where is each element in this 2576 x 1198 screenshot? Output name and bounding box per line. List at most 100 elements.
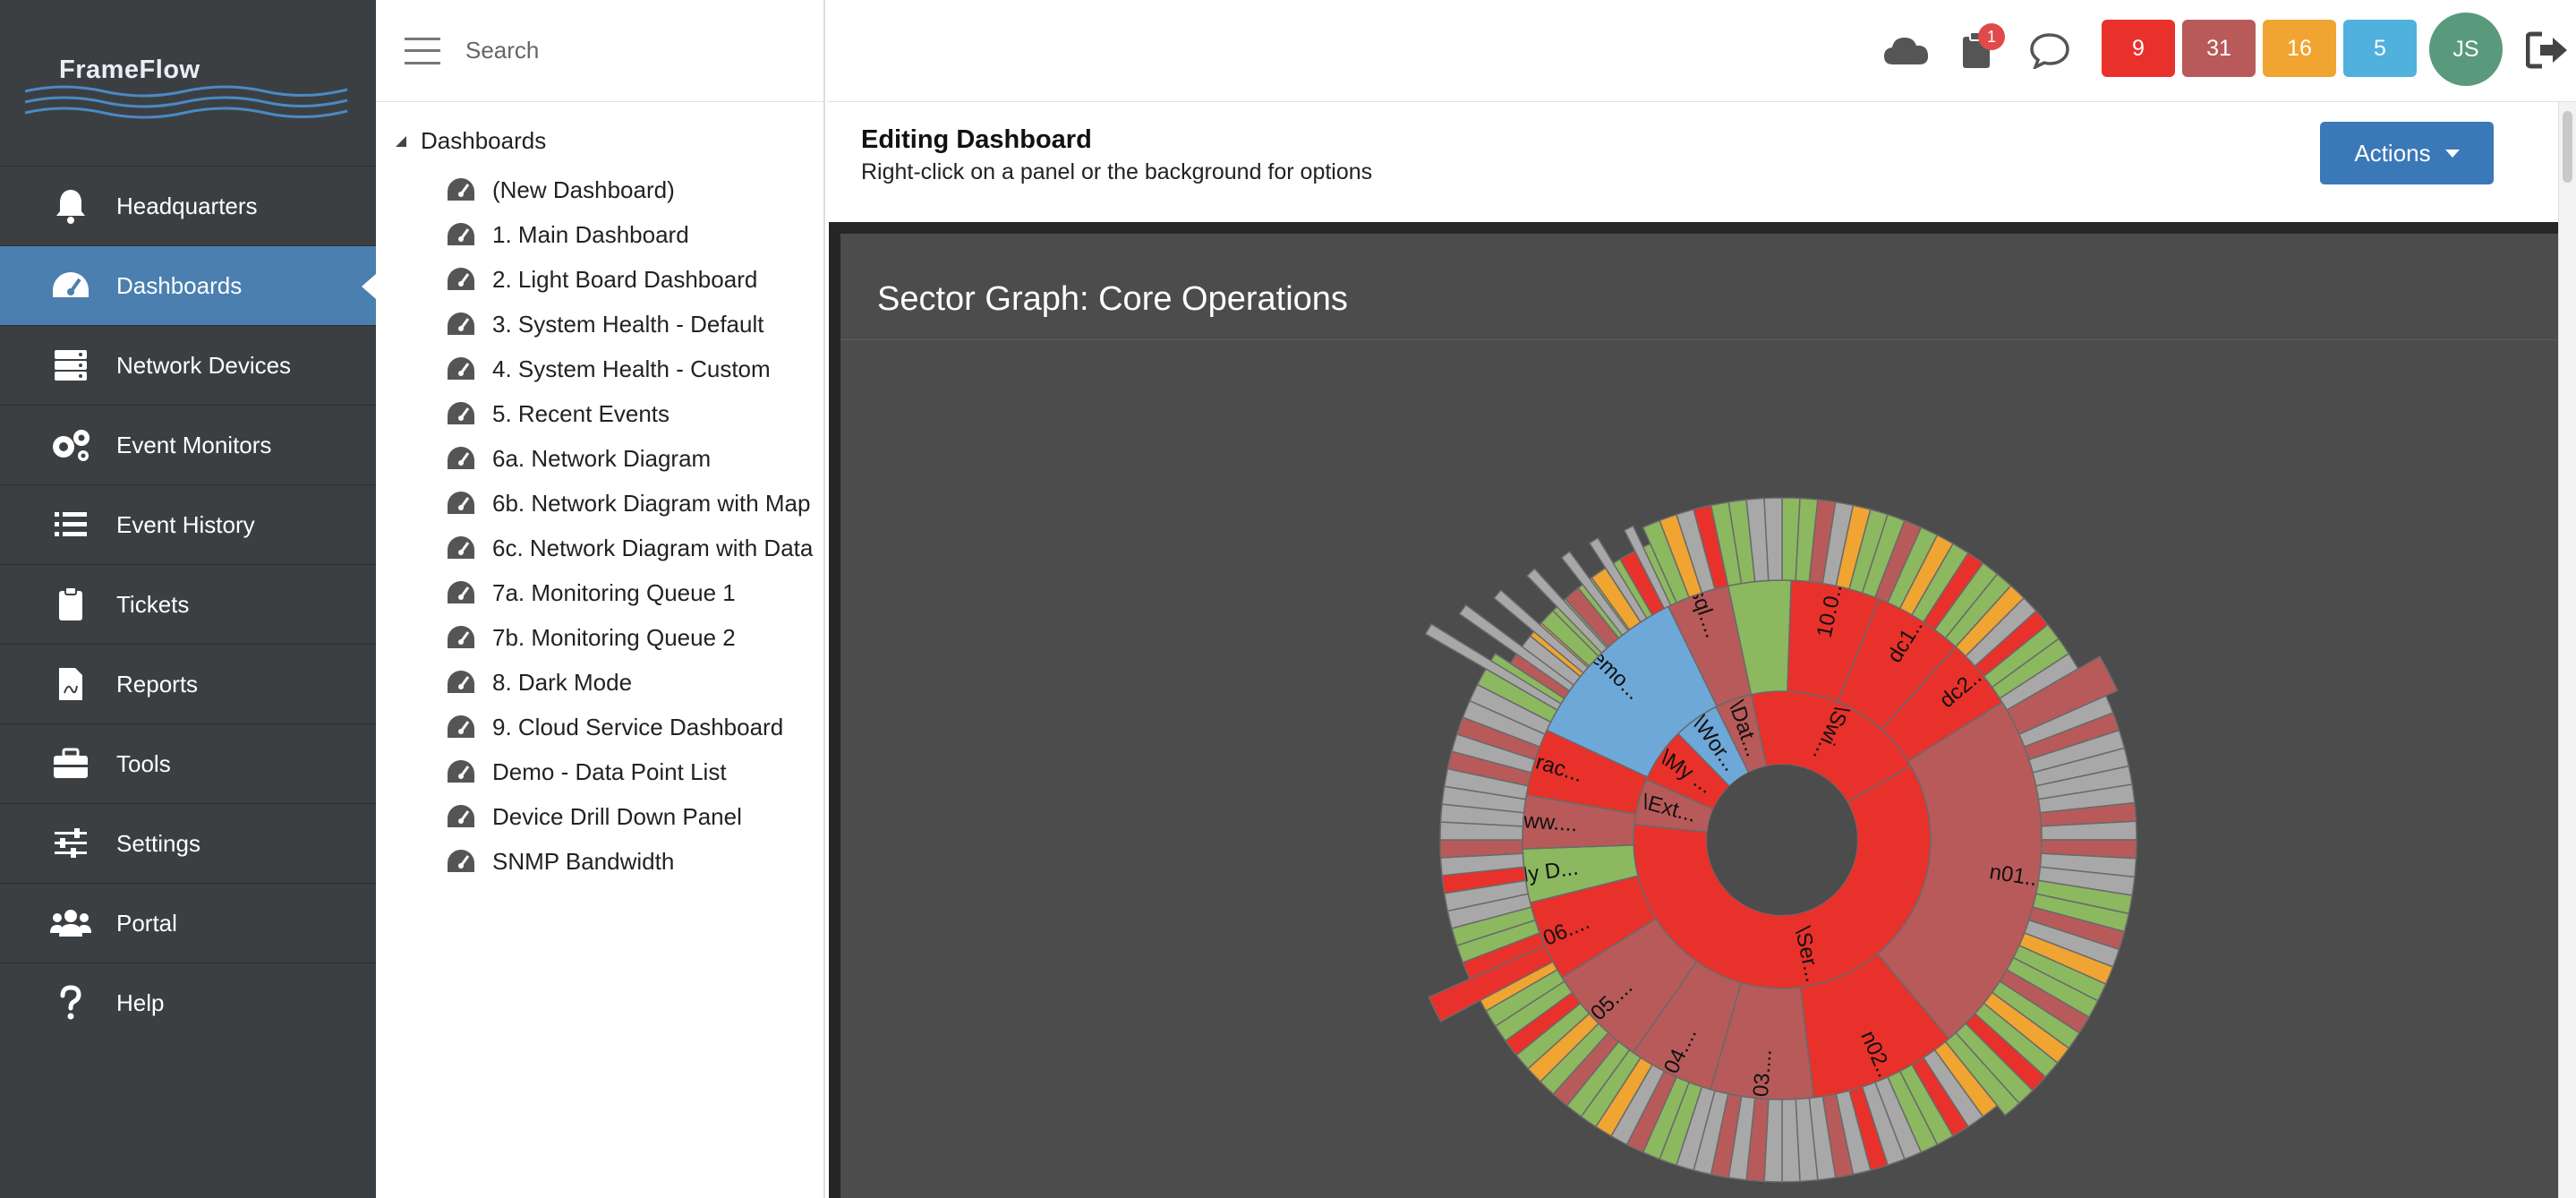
speedometer-icon	[448, 671, 474, 693]
tree-item[interactable]: 6a. Network Diagram	[446, 436, 813, 481]
toolbox-icon	[47, 743, 95, 784]
tree-item-label: 8. Dark Mode	[492, 668, 633, 696]
dashboard-tree-panel: Dashboards (New Dashboard) 1. Main Dashbo…	[376, 0, 825, 1198]
tree-item[interactable]: 5. Recent Events	[446, 391, 813, 436]
question-icon	[47, 982, 95, 1023]
speedometer-icon	[448, 850, 474, 872]
nav-network-devices[interactable]: Network Devices	[0, 325, 376, 405]
panel-title: Sector Graph: Core Operations	[877, 280, 1348, 318]
tree-item-label: 9. Cloud Service Dashboard	[492, 713, 784, 740]
server-icon	[47, 345, 95, 386]
speedometer-icon	[448, 581, 474, 603]
tree-item[interactable]: (New Dashboard)	[446, 167, 813, 212]
editing-header: Editing Dashboard Right-click on a panel…	[827, 102, 2563, 222]
leaf-spike[interactable]	[1458, 603, 1575, 692]
search-input[interactable]	[465, 37, 806, 64]
nav-dashboards[interactable]: Dashboards	[0, 245, 376, 325]
leaf-spike[interactable]	[1560, 550, 1629, 637]
nav-reports[interactable]: Reports	[0, 644, 376, 723]
nav-label: Network Devices	[116, 351, 292, 379]
tree-item[interactable]: 1. Main Dashboard	[446, 212, 813, 257]
speedometer-icon	[448, 805, 474, 827]
leaf-spike[interactable]	[2006, 655, 2119, 736]
tree-item[interactable]: 7b. Monitoring Queue 2	[446, 615, 813, 660]
notification-count-badge: 1	[1978, 23, 2005, 50]
tree-item-label: 2. Light Board Dashboard	[492, 265, 758, 293]
tree-item[interactable]: 6c. Network Diagram with Data	[446, 526, 813, 570]
nav-help[interactable]: Help	[0, 963, 376, 1042]
sector-graph[interactable]: \Ser...\Ext...\My ...\Wor...\Dat... \Swi.…	[840, 234, 2558, 1198]
tree-item-label: 6c. Network Diagram with Data	[492, 534, 814, 561]
leaf-spike[interactable]	[1588, 536, 1648, 623]
nav-tools[interactable]: Tools	[0, 723, 376, 803]
tree-item[interactable]: SNMP Bandwidth	[446, 839, 813, 884]
leaf-sector[interactable]	[1763, 497, 1783, 582]
logout-icon[interactable]	[2525, 30, 2569, 70]
tree-item[interactable]: Demo - Data Point List	[446, 749, 813, 794]
dashboard-list: (New Dashboard) 1. Main Dashboard 2. Light…	[446, 167, 813, 884]
nav-portal[interactable]: Portal	[0, 883, 376, 963]
actions-dropdown-button[interactable]: Actions	[2320, 122, 2494, 184]
nav-headquarters[interactable]: Headquarters	[0, 166, 376, 245]
nav-label: Event History	[116, 510, 255, 538]
hamburger-menu-icon[interactable]	[405, 37, 440, 64]
speedometer-icon	[448, 536, 474, 559]
tree-item[interactable]: 2. Light Board Dashboard	[446, 257, 813, 302]
status-count-badge[interactable]: 9	[2102, 20, 2175, 77]
tree-item[interactable]: 9. Cloud Service Dashboard	[446, 705, 813, 749]
tree-item[interactable]: 8. Dark Mode	[446, 660, 813, 705]
users-icon	[47, 903, 95, 944]
nav-tickets[interactable]: Tickets	[0, 564, 376, 644]
leaf-spike[interactable]	[1526, 568, 1608, 655]
tree-item-label: (New Dashboard)	[492, 175, 675, 203]
speedometer-icon	[448, 402, 474, 424]
nav-label: Tools	[116, 749, 171, 777]
sliders-icon	[47, 823, 95, 864]
tree-item-label: 3. System Health - Default	[492, 310, 764, 338]
tree-item[interactable]: Device Drill Down Panel	[446, 794, 813, 839]
sector-graph-center	[1707, 765, 1857, 915]
tree-item-label: 5. Recent Events	[492, 399, 670, 427]
page-scrollbar[interactable]	[2558, 102, 2576, 1198]
status-count-badge[interactable]: 5	[2343, 20, 2417, 77]
leaf-spike[interactable]	[1623, 525, 1672, 610]
tree-item[interactable]: 4. System Health - Custom	[446, 347, 813, 391]
nav-label: Tickets	[116, 590, 190, 618]
tree-item-label: Demo - Data Point List	[492, 757, 727, 785]
nav-label: Dashboards	[116, 271, 243, 299]
speedometer-icon	[448, 447, 474, 469]
top-bar: 1 9 31 16 5 JS	[827, 0, 2576, 102]
clipboard-icon	[47, 584, 95, 625]
cloud-icon[interactable]	[1881, 27, 1932, 73]
nav-event-monitors[interactable]: Event Monitors	[0, 405, 376, 484]
dashboard-canvas[interactable]: Sector Graph: Core Operations \Ser... \Ex…	[829, 222, 2558, 1198]
tree-root-dashboards[interactable]: Dashboards	[396, 127, 546, 155]
speedometer-icon	[448, 223, 474, 245]
leaf-spike[interactable]	[1428, 944, 1554, 1023]
nav-label: Help	[116, 988, 165, 1016]
nav-settings[interactable]: Settings	[0, 803, 376, 883]
leaf-spike[interactable]	[1424, 622, 1563, 712]
logo-text: FrameFlow	[59, 56, 200, 84]
sector-graph-panel[interactable]: Sector Graph: Core Operations \Ser... \Ex…	[840, 234, 2558, 1198]
user-avatar[interactable]: JS	[2429, 13, 2503, 86]
tree-item[interactable]: 3. System Health - Default	[446, 302, 813, 347]
caret-down-icon	[2444, 149, 2460, 158]
tree-item[interactable]: 7a. Monitoring Queue 1	[446, 570, 813, 615]
tree-item-label: 4. System Health - Custom	[492, 355, 771, 382]
frameflow-logo[interactable]: FrameFlow	[0, 0, 376, 166]
editing-hint: Right-click on a panel or the background…	[861, 159, 1373, 184]
tree-root-label: Dashboards	[421, 127, 547, 154]
status-count-badge[interactable]: 16	[2263, 20, 2336, 77]
nav-label: Event Monitors	[116, 431, 272, 458]
speedometer-icon	[47, 265, 95, 306]
chat-bubble-icon[interactable]	[2025, 27, 2075, 73]
speedometer-icon	[448, 268, 474, 290]
tree-item[interactable]: 6b. Network Diagram with Map	[446, 481, 813, 526]
nav-label: Settings	[116, 829, 200, 857]
status-count-badge[interactable]: 31	[2182, 20, 2256, 77]
scrollbar-thumb[interactable]	[2563, 111, 2572, 183]
leaf-spike[interactable]	[1493, 589, 1590, 674]
expand-caret-icon[interactable]	[396, 135, 406, 147]
nav-event-history[interactable]: Event History	[0, 484, 376, 564]
